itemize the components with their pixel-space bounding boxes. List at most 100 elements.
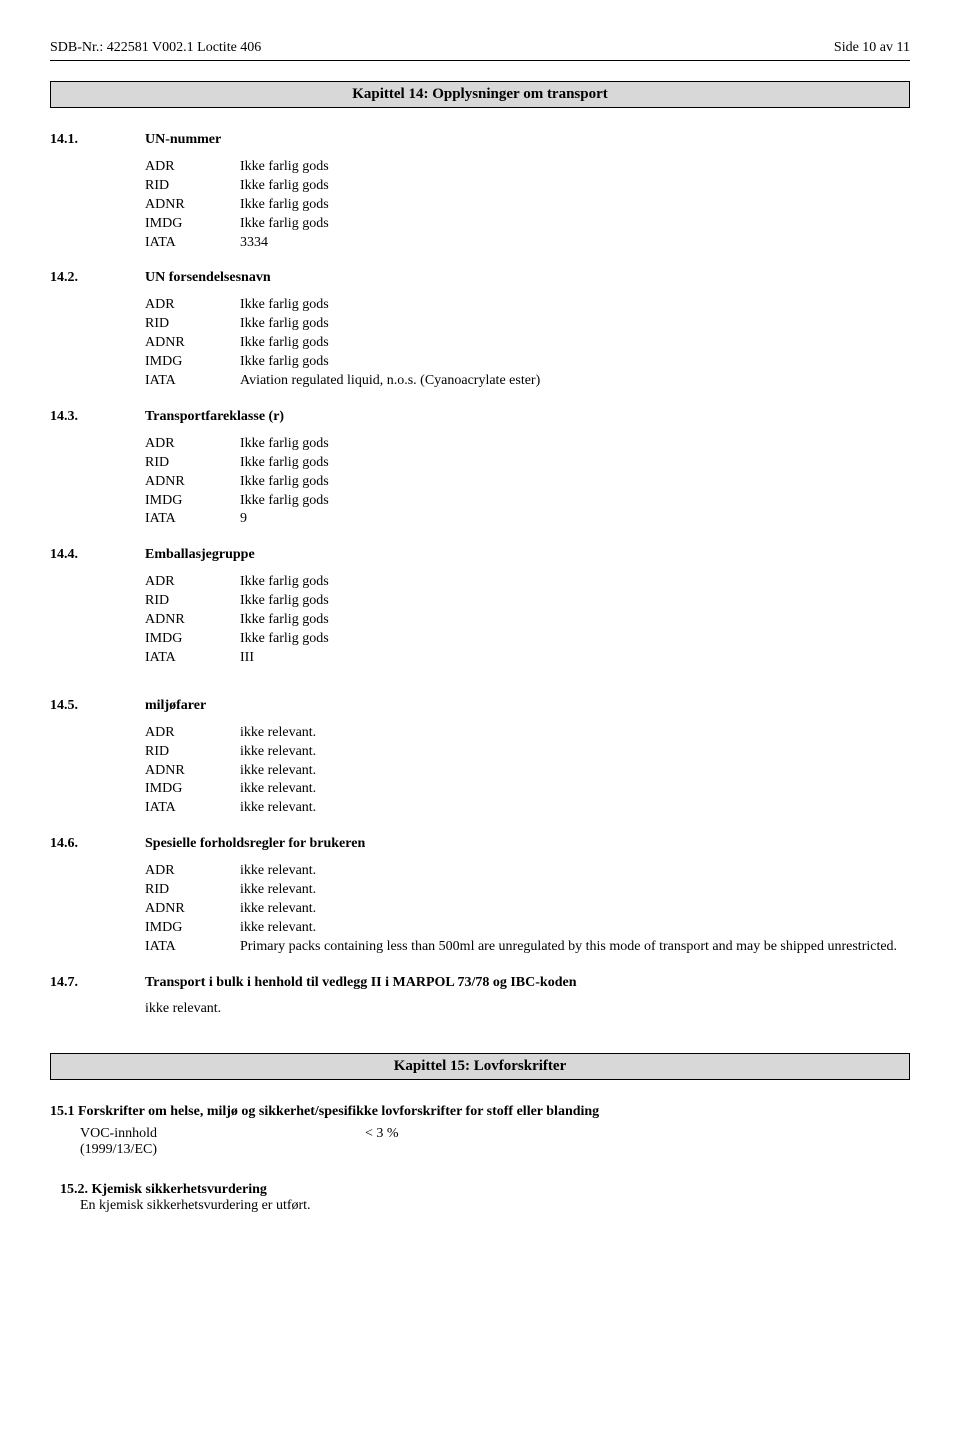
section-14-2-body: ADRIkke farlig gods RIDIkke farlig gods …: [145, 296, 910, 390]
section-14-1-header: 14.1. UN-nummer: [50, 132, 910, 148]
voc-sub: (1999/13/EC): [80, 1142, 365, 1158]
transport-mode: RID: [145, 881, 240, 900]
transport-mode: IATA: [145, 649, 240, 668]
transport-mode: ADNR: [145, 196, 240, 215]
table-row: IMDGIkke farlig gods: [145, 630, 910, 649]
section-14-4-header: 14.4. Emballasjegruppe: [50, 547, 910, 563]
transport-value: Ikke farlig gods: [240, 611, 910, 630]
transport-mode: IATA: [145, 372, 240, 391]
transport-value: Primary packs containing less than 500ml…: [240, 938, 910, 957]
chapter-14-title: Kapittel 14: Opplysninger om transport: [50, 81, 910, 108]
section-14-7-body: ikke relevant.: [145, 1001, 910, 1017]
section-14-5-body: ADRikke relevant. RIDikke relevant. ADNR…: [145, 724, 910, 818]
section-num: 14.3.: [50, 409, 145, 425]
voc-value: < 3 %: [365, 1126, 399, 1158]
section-title: Spesielle forholdsregler for brukeren: [145, 836, 365, 852]
section-num: 14.4.: [50, 547, 145, 563]
transport-value: ikke relevant.: [240, 799, 910, 818]
table-row: IMDGIkke farlig gods: [145, 492, 910, 511]
section-title: miljøfarer: [145, 698, 206, 714]
table-row: ADNRIkke farlig gods: [145, 473, 910, 492]
section-14-3-header: 14.3. Transportfareklasse (r): [50, 409, 910, 425]
section-title: UN-nummer: [145, 132, 221, 148]
transport-value: Aviation regulated liquid, n.o.s. (Cyano…: [240, 372, 910, 391]
transport-value: ikke relevant.: [240, 919, 910, 938]
transport-value: 9: [240, 510, 910, 529]
transport-value: Ikke farlig gods: [240, 353, 910, 372]
section-num: 14.7.: [50, 975, 145, 991]
table-row: RIDikke relevant.: [145, 743, 910, 762]
transport-mode: IATA: [145, 234, 240, 253]
table-row: IATAIII: [145, 649, 910, 668]
transport-value: Ikke farlig gods: [240, 454, 910, 473]
section-14-7-header: 14.7. Transport i bulk i henhold til ved…: [50, 975, 910, 991]
transport-value: Ikke farlig gods: [240, 177, 910, 196]
section-15-2-text: En kjemisk sikkerhetsvurdering er utført…: [80, 1198, 910, 1214]
table-row: IATA9: [145, 510, 910, 529]
table-row: ADNRikke relevant.: [145, 762, 910, 781]
section-title: Emballasjegruppe: [145, 547, 255, 563]
table-row: ADNRikke relevant.: [145, 900, 910, 919]
transport-mode: ADR: [145, 296, 240, 315]
transport-value: Ikke farlig gods: [240, 492, 910, 511]
transport-mode: IATA: [145, 799, 240, 818]
transport-mode: IMDG: [145, 780, 240, 799]
section-num: 14.1.: [50, 132, 145, 148]
section-num: 15.2.: [60, 1182, 88, 1197]
section-title: Kjemisk sikkerhetsvurdering: [92, 1182, 267, 1197]
section-15-1-title: 15.1 Forskrifter om helse, miljø og sikk…: [50, 1104, 910, 1120]
header-right: Side 10 av 11: [834, 40, 910, 56]
transport-mode: ADNR: [145, 473, 240, 492]
table-row: ADRIkke farlig gods: [145, 573, 910, 592]
transport-mode: RID: [145, 743, 240, 762]
header-divider: [50, 60, 910, 61]
transport-mode: IMDG: [145, 215, 240, 234]
transport-mode: IATA: [145, 510, 240, 529]
transport-value: Ikke farlig gods: [240, 315, 910, 334]
chapter-15-title: Kapittel 15: Lovforskrifter: [50, 1053, 910, 1080]
transport-value: ikke relevant.: [240, 743, 910, 762]
transport-mode: ADNR: [145, 762, 240, 781]
transport-value: ikke relevant.: [240, 780, 910, 799]
table-row: IMDGIkke farlig gods: [145, 353, 910, 372]
section-14-2-header: 14.2. UN forsendelsesnavn: [50, 270, 910, 286]
transport-value: Ikke farlig gods: [240, 573, 910, 592]
transport-value: ikke relevant.: [240, 724, 910, 743]
transport-value: Ikke farlig gods: [240, 296, 910, 315]
table-row: ADRIkke farlig gods: [145, 158, 910, 177]
table-row: RIDIkke farlig gods: [145, 177, 910, 196]
section-14-5-header: 14.5. miljøfarer: [50, 698, 910, 714]
table-row: IMDGIkke farlig gods: [145, 215, 910, 234]
section-15-2: 15.2. Kjemisk sikkerhetsvurdering En kje…: [60, 1182, 910, 1214]
transport-mode: IMDG: [145, 919, 240, 938]
transport-value: Ikke farlig gods: [240, 334, 910, 353]
section-title: Transportfareklasse (r): [145, 409, 284, 425]
section-14-1-body: ADRIkke farlig gods RIDIkke farlig gods …: [145, 158, 910, 252]
transport-mode: ADR: [145, 724, 240, 743]
transport-value: Ikke farlig gods: [240, 473, 910, 492]
table-row: RIDIkke farlig gods: [145, 454, 910, 473]
transport-value: ikke relevant.: [240, 862, 910, 881]
table-row: ADRIkke farlig gods: [145, 296, 910, 315]
transport-value: ikke relevant.: [240, 762, 910, 781]
section-title: Transport i bulk i henhold til vedlegg I…: [145, 975, 576, 991]
transport-value: Ikke farlig gods: [240, 196, 910, 215]
transport-mode: RID: [145, 315, 240, 334]
table-row: IATAikke relevant.: [145, 799, 910, 818]
transport-mode: IMDG: [145, 353, 240, 372]
transport-value: ikke relevant.: [240, 900, 910, 919]
section-14-6-body: ADRikke relevant. RIDikke relevant. ADNR…: [145, 862, 910, 956]
table-row: ADRIkke farlig gods: [145, 435, 910, 454]
section-num: 14.5.: [50, 698, 145, 714]
transport-mode: ADNR: [145, 611, 240, 630]
table-row: IATAAviation regulated liquid, n.o.s. (C…: [145, 372, 910, 391]
table-row: ADNRIkke farlig gods: [145, 196, 910, 215]
section-num: 14.2.: [50, 270, 145, 286]
transport-mode: RID: [145, 177, 240, 196]
table-row: ADRikke relevant.: [145, 724, 910, 743]
table-row: RIDIkke farlig gods: [145, 592, 910, 611]
transport-mode: RID: [145, 454, 240, 473]
transport-value: Ikke farlig gods: [240, 592, 910, 611]
transport-mode: ADNR: [145, 334, 240, 353]
transport-value: 3334: [240, 234, 910, 253]
